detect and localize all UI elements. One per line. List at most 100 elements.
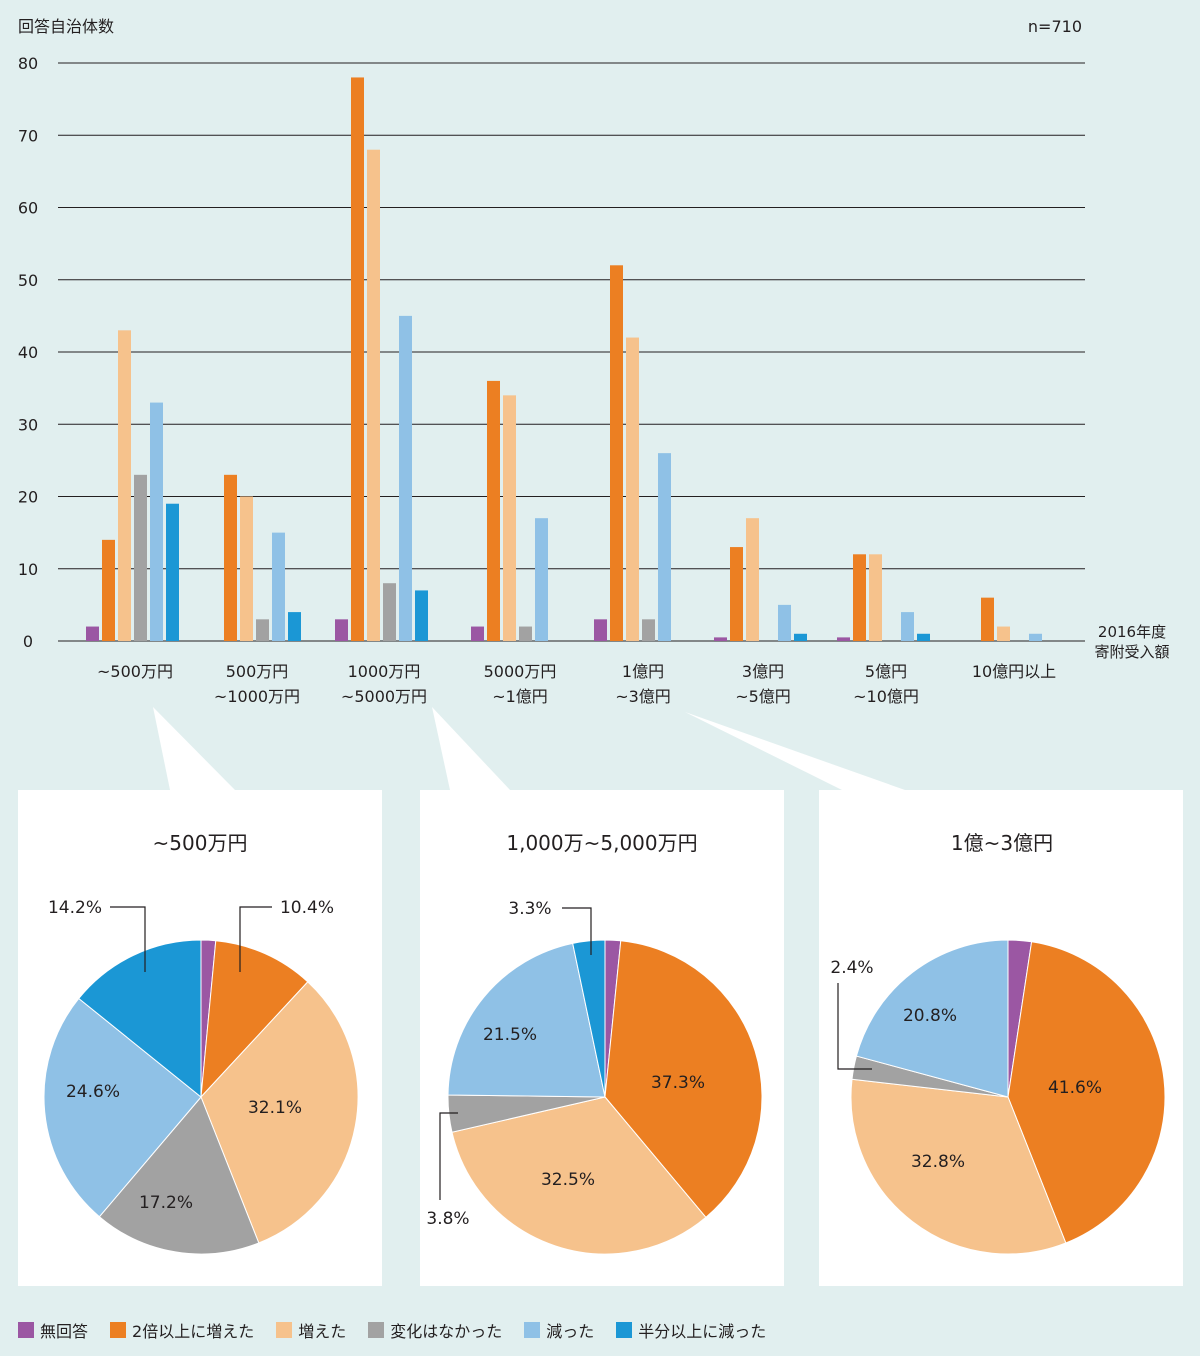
y-tick-label: 20	[18, 488, 38, 507]
y-tick-label: 0	[23, 632, 33, 651]
pie-charts: ~500万円 10.4% 32.1% 17.2% 24.6% 14.2% 1,000万~5,…	[18, 790, 1183, 1286]
bar-chart: 回答自治体数 n=710 0 10 20 30 40 50 60 70 80 ~500万円 500万円 ~…	[18, 17, 1170, 706]
legend-item: 半分以上に減った	[616, 1318, 766, 1342]
bar	[730, 547, 743, 641]
bar	[535, 518, 548, 641]
x-category-label: 5000万円	[484, 662, 557, 681]
bar	[642, 619, 655, 641]
bar	[351, 77, 364, 641]
bar	[610, 265, 623, 641]
y-tick-label: 60	[18, 199, 38, 218]
bar	[166, 503, 179, 641]
x-category-label: ~1000万円	[214, 687, 300, 706]
bar	[150, 402, 163, 641]
y-tick-label: 30	[18, 415, 38, 434]
slice-label: 24.6%	[66, 1082, 120, 1102]
slice-label: 32.1%	[248, 1098, 302, 1118]
pie-slice	[78, 939, 202, 1099]
legend-item: 減った	[524, 1318, 594, 1342]
leader-line	[439, 1112, 458, 1200]
bar	[594, 619, 607, 641]
slice-label: 3.8%	[426, 1209, 469, 1229]
x-category-label: ~500万円	[97, 662, 173, 681]
x-category-label: 10億円以上	[972, 662, 1056, 681]
bar	[917, 633, 930, 641]
callout-wedge-0	[153, 707, 235, 790]
bar	[86, 626, 99, 641]
pie-slice	[200, 940, 309, 1099]
sample-size-label: n=710	[1028, 17, 1082, 36]
legend-swatch	[110, 1322, 127, 1338]
y-tick-label: 80	[18, 54, 38, 73]
slice-label: 20.8%	[903, 1006, 957, 1026]
legend-swatch	[524, 1322, 541, 1338]
pie-slice	[604, 940, 763, 1219]
x-category-label: ~1億円	[492, 687, 548, 706]
x-axis-title: 寄附受入額	[1094, 643, 1169, 661]
x-category-label: ~3億円	[615, 687, 671, 706]
legend-item: 増えた	[276, 1318, 346, 1342]
legend-item: 変化はなかった	[368, 1318, 502, 1342]
slice-label: 41.6%	[1048, 1078, 1102, 1098]
y-tick-label: 10	[18, 560, 38, 579]
y-tick-label: 70	[18, 126, 38, 145]
pie-title: 1,000万~5,000万円	[506, 831, 697, 855]
bar	[837, 637, 850, 641]
bar	[224, 474, 237, 641]
bar	[794, 633, 807, 641]
bar	[256, 619, 269, 641]
callout-connectors	[153, 707, 905, 790]
pie-slice	[200, 981, 359, 1244]
x-category-label: 3億円	[742, 662, 784, 681]
legend-label: 減った	[546, 1322, 595, 1341]
bar	[487, 380, 500, 641]
pie-slice	[850, 1078, 1067, 1255]
bar	[399, 315, 412, 641]
bar	[118, 330, 131, 641]
bar	[997, 626, 1010, 641]
bar	[778, 604, 791, 641]
bar	[134, 474, 147, 641]
slice-label: 3.3%	[508, 899, 551, 919]
bar	[503, 395, 516, 641]
x-category-label: ~10億円	[853, 687, 919, 706]
legend-swatch	[368, 1322, 385, 1338]
bar	[519, 626, 532, 641]
bar	[335, 619, 348, 641]
callout-wedge-2	[685, 712, 905, 790]
legend-label: 2倍以上に増えた	[132, 1322, 255, 1341]
pie-slice	[1007, 941, 1166, 1244]
callout-wedge-1	[432, 707, 510, 790]
bar	[471, 626, 484, 641]
y-tick-label: 50	[18, 271, 38, 290]
legend-label: 半分以上に減った	[638, 1322, 767, 1341]
pie-slice	[855, 939, 1009, 1098]
bar	[415, 590, 428, 641]
slice-label: 21.5%	[483, 1025, 537, 1045]
x-axis-title: 2016年度	[1098, 623, 1166, 641]
x-category-label: ~5000万円	[341, 687, 427, 706]
y-axis-title: 回答自治体数	[18, 17, 114, 36]
bar	[901, 612, 914, 641]
legend-label: 増えた	[298, 1322, 347, 1341]
bar	[367, 149, 380, 641]
x-category-label: 1億円	[622, 662, 664, 681]
legend-swatch	[276, 1322, 293, 1338]
legend-label: 無回答	[40, 1322, 89, 1341]
legend-item: 無回答	[18, 1318, 88, 1342]
x-category-label: 1000万円	[348, 662, 421, 681]
bar	[102, 539, 115, 641]
bar	[658, 453, 671, 641]
pie-slice	[98, 1096, 260, 1255]
pie-slice	[43, 997, 202, 1218]
pie-slice	[451, 1096, 707, 1255]
bar	[288, 612, 301, 641]
bar	[853, 554, 866, 641]
slice-label: 32.8%	[911, 1152, 965, 1172]
slice-label: 14.2%	[48, 898, 102, 918]
leader-line	[562, 907, 592, 955]
bar	[869, 554, 882, 641]
bar	[981, 597, 994, 641]
y-tick-label: 40	[18, 343, 38, 362]
